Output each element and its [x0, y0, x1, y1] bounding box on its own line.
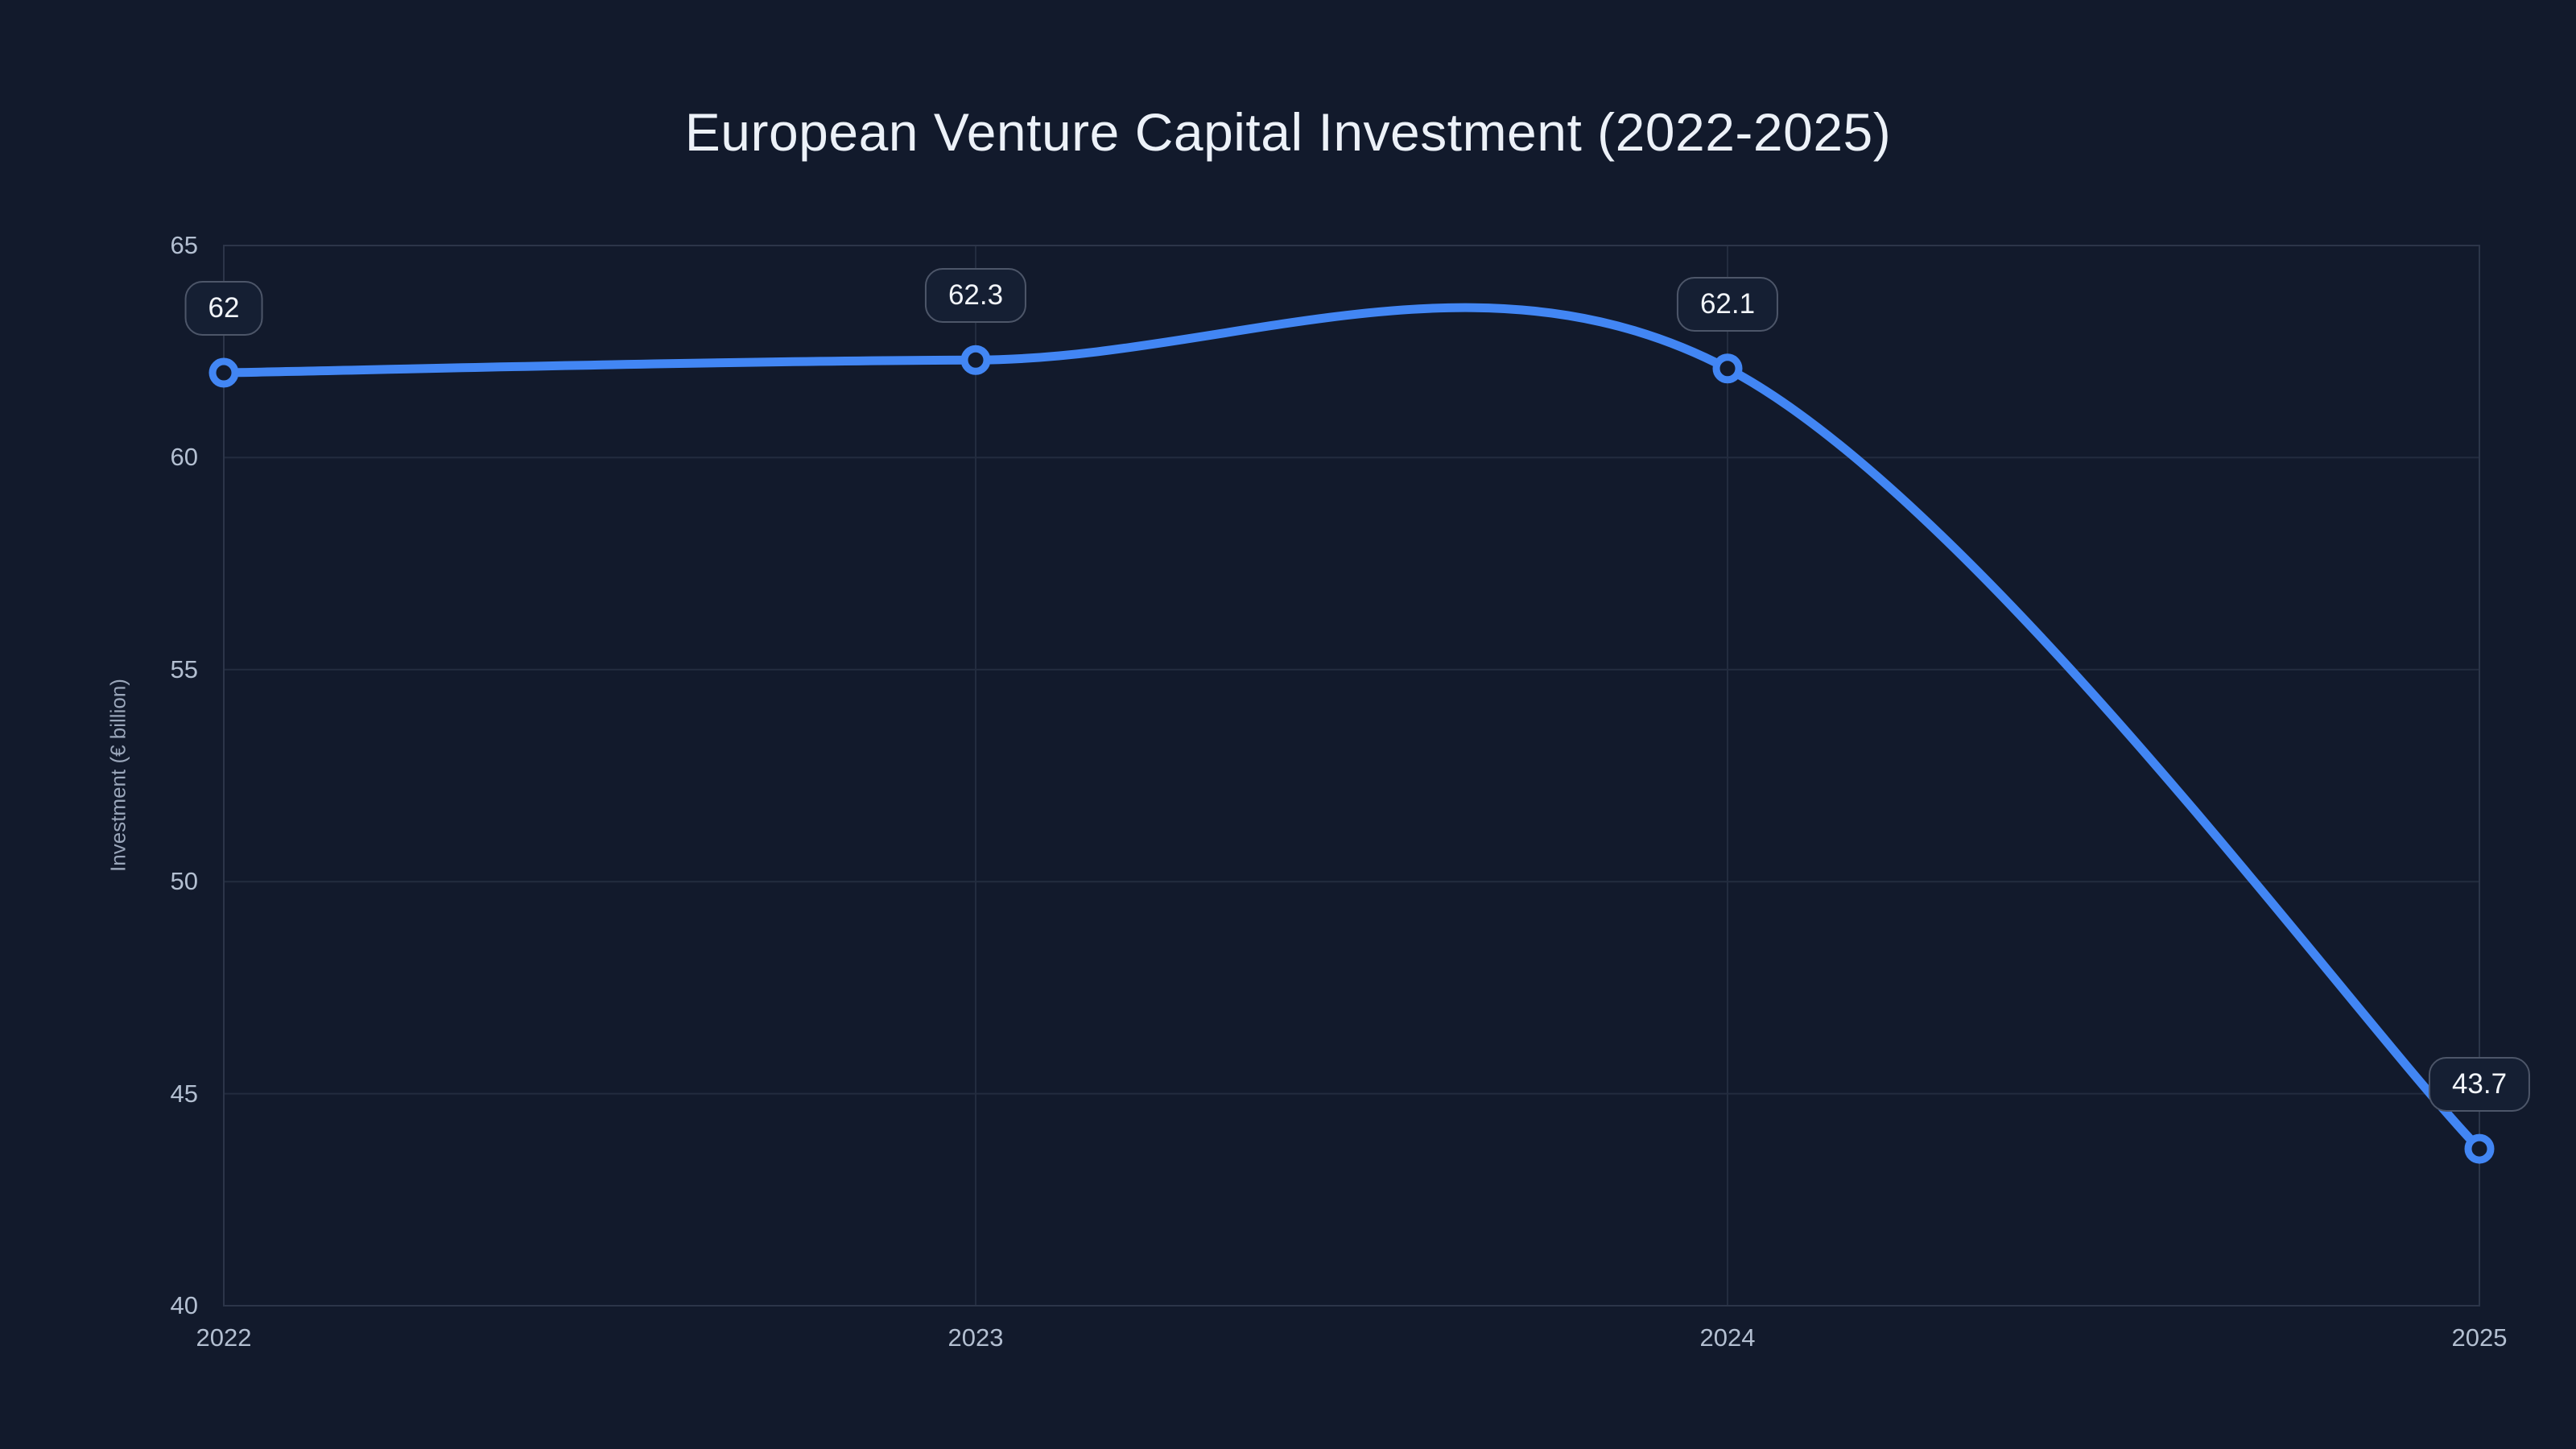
- x-tick-label: 2023: [947, 1323, 1004, 1352]
- data-point-marker[interactable]: [208, 357, 239, 388]
- x-tick-label: 2024: [1699, 1323, 1756, 1352]
- y-tick-label: 50: [170, 867, 198, 896]
- y-tick-label: 45: [170, 1079, 198, 1108]
- plot-border: [223, 245, 2480, 1307]
- data-label-badge: 62.3: [924, 268, 1027, 324]
- y-tick-label: 55: [170, 654, 198, 683]
- gridlines: [223, 245, 2480, 1307]
- data-label-badge: 62.1: [1676, 276, 1779, 332]
- data-point-marker[interactable]: [1712, 353, 1743, 384]
- y-tick-label: 65: [170, 231, 198, 259]
- x-tick-label: 2025: [2451, 1323, 2508, 1352]
- data-label-badge: 62: [184, 281, 263, 336]
- data-point-marker[interactable]: [2464, 1133, 2495, 1164]
- data-point-markers: [208, 345, 2495, 1164]
- chart-title: European Venture Capital Investment (202…: [684, 102, 1892, 162]
- y-tick-label: 40: [170, 1291, 198, 1319]
- data-point-marker[interactable]: [960, 345, 991, 375]
- x-tick-label: 2022: [196, 1323, 252, 1352]
- data-label-badge: 43.7: [2428, 1057, 2531, 1113]
- y-tick-label: 60: [170, 443, 198, 472]
- trend-line: [219, 303, 2484, 1154]
